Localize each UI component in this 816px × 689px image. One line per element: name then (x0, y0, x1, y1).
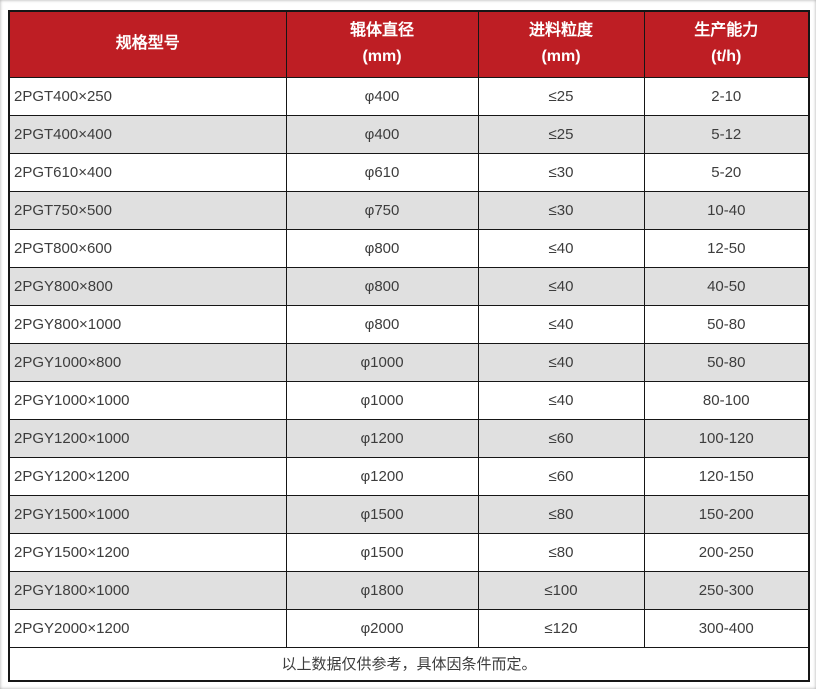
cell-model: 2PGY1000×1000 (8, 380, 287, 420)
header-model-label: 规格型号 (115, 35, 180, 53)
cell-model: 2PGY1200×1200 (8, 456, 287, 496)
header-roller-diameter-label: 辊体直径 (349, 22, 414, 40)
cell-capacity: 50-80 (643, 342, 810, 382)
table-row: 2PGY1500×1200 φ1500 ≤80 200-250 (8, 532, 810, 572)
cell-model: 2PGT610×400 (8, 152, 287, 192)
cell-diameter: φ1800 (285, 570, 479, 610)
table-footer: 以上数据仅供参考，具体因条件而定。 (8, 646, 810, 682)
cell-feed-size: ≤25 (477, 76, 645, 116)
cell-diameter: φ800 (285, 266, 479, 306)
cell-capacity: 120-150 (643, 456, 810, 496)
footnote: 以上数据仅供参考，具体因条件而定。 (8, 646, 810, 682)
cell-model: 2PGT400×250 (8, 76, 287, 116)
cell-feed-size: ≤40 (477, 228, 645, 268)
cell-capacity: 2-10 (643, 76, 810, 116)
cell-capacity: 250-300 (643, 570, 810, 610)
header-feed-size-label: 进料粒度 (528, 22, 593, 40)
cell-capacity: 12-50 (643, 228, 810, 268)
cell-model: 2PGY800×800 (8, 266, 287, 306)
cell-diameter: φ800 (285, 228, 479, 268)
cell-capacity: 5-12 (643, 114, 810, 154)
cell-model: 2PGT800×600 (8, 228, 287, 268)
cell-feed-size: ≤30 (477, 190, 645, 230)
header-feed-size: 进料粒度 (mm) (477, 10, 645, 78)
cell-capacity: 5-20 (643, 152, 810, 192)
table-row: 2PGY800×1000 φ800 ≤40 50-80 (8, 304, 810, 344)
cell-feed-size: ≤40 (477, 380, 645, 420)
cell-capacity: 40-50 (643, 266, 810, 306)
table-row: 2PGY1200×1200 φ1200 ≤60 120-150 (8, 456, 810, 496)
cell-diameter: φ1200 (285, 418, 479, 458)
cell-diameter: φ1000 (285, 342, 479, 382)
header-roller-diameter: 辊体直径 (mm) (285, 10, 479, 78)
cell-model: 2PGY1000×800 (8, 342, 287, 382)
cell-model: 2PGY1500×1000 (8, 494, 287, 534)
cell-feed-size: ≤80 (477, 494, 645, 534)
cell-feed-size: ≤80 (477, 532, 645, 572)
cell-capacity: 300-400 (643, 608, 810, 648)
table-row: 2PGY1000×800 φ1000 ≤40 50-80 (8, 342, 810, 382)
table-row: 2PGT400×250 φ400 ≤25 2-10 (8, 76, 810, 116)
cell-feed-size: ≤60 (477, 456, 645, 496)
cell-diameter: φ1200 (285, 456, 479, 496)
cell-model: 2PGT400×400 (8, 114, 287, 154)
cell-capacity: 200-250 (643, 532, 810, 572)
cell-model: 2PGY2000×1200 (8, 608, 287, 648)
header-capacity-label: 生产能力 (694, 22, 759, 40)
cell-model: 2PGY1800×1000 (8, 570, 287, 610)
table-row: 2PGT750×500 φ750 ≤30 10-40 (8, 190, 810, 230)
table-row: 2PGY1000×1000 φ1000 ≤40 80-100 (8, 380, 810, 420)
table-body: 2PGT400×250 φ400 ≤25 2-10 2PGT400×400 φ400 ≤25… (8, 76, 810, 648)
cell-diameter: φ1500 (285, 532, 479, 572)
cell-diameter: φ800 (285, 304, 479, 344)
table-row: 2PGY2000×1200 φ2000 ≤120 300-400 (8, 608, 810, 648)
cell-diameter: φ400 (285, 76, 479, 116)
cell-model: 2PGY800×1000 (8, 304, 287, 344)
table-row: 2PGT400×400 φ400 ≤25 5-12 (8, 114, 810, 154)
header-row: 规格型号 辊体直径 (mm) 进料粒度 (mm) 生产能力 (t/h) (8, 10, 810, 78)
table-row: 2PGY1800×1000 φ1800 ≤100 250-300 (8, 570, 810, 610)
cell-model: 2PGT750×500 (8, 190, 287, 230)
cell-feed-size: ≤25 (477, 114, 645, 154)
cell-feed-size: ≤60 (477, 418, 645, 458)
cell-diameter: φ750 (285, 190, 479, 230)
table-row: 2PGT800×600 φ800 ≤40 12-50 (8, 228, 810, 268)
cell-capacity: 10-40 (643, 190, 810, 230)
table-row: 2PGT610×400 φ610 ≤30 5-20 (8, 152, 810, 192)
table-row: 2PGY800×800 φ800 ≤40 40-50 (8, 266, 810, 306)
cell-capacity: 50-80 (643, 304, 810, 344)
cell-feed-size: ≤40 (477, 342, 645, 382)
header-capacity-unit: (t/h) (711, 48, 742, 66)
cell-feed-size: ≤40 (477, 304, 645, 344)
cell-feed-size: ≤30 (477, 152, 645, 192)
cell-feed-size: ≤120 (477, 608, 645, 648)
spec-table: 规格型号 辊体直径 (mm) 进料粒度 (mm) 生产能力 (t/h) 2PGT… (8, 10, 810, 682)
table-row: 2PGY1200×1000 φ1200 ≤60 100-120 (8, 418, 810, 458)
table-row: 2PGY1500×1000 φ1500 ≤80 150-200 (8, 494, 810, 534)
cell-model: 2PGY1200×1000 (8, 418, 287, 458)
cell-capacity: 150-200 (643, 494, 810, 534)
cell-diameter: φ1500 (285, 494, 479, 534)
cell-feed-size: ≤100 (477, 570, 645, 610)
table-header: 规格型号 辊体直径 (mm) 进料粒度 (mm) 生产能力 (t/h) (8, 10, 810, 78)
header-model: 规格型号 (8, 10, 287, 78)
footnote-row: 以上数据仅供参考，具体因条件而定。 (8, 646, 810, 682)
cell-capacity: 80-100 (643, 380, 810, 420)
cell-model: 2PGY1500×1200 (8, 532, 287, 572)
cell-diameter: φ1000 (285, 380, 479, 420)
header-roller-diameter-unit: (mm) (362, 48, 402, 66)
header-capacity: 生产能力 (t/h) (643, 10, 810, 78)
cell-diameter: φ400 (285, 114, 479, 154)
cell-capacity: 100-120 (643, 418, 810, 458)
cell-diameter: φ610 (285, 152, 479, 192)
cell-feed-size: ≤40 (477, 266, 645, 306)
cell-diameter: φ2000 (285, 608, 479, 648)
header-feed-size-unit: (mm) (541, 48, 581, 66)
